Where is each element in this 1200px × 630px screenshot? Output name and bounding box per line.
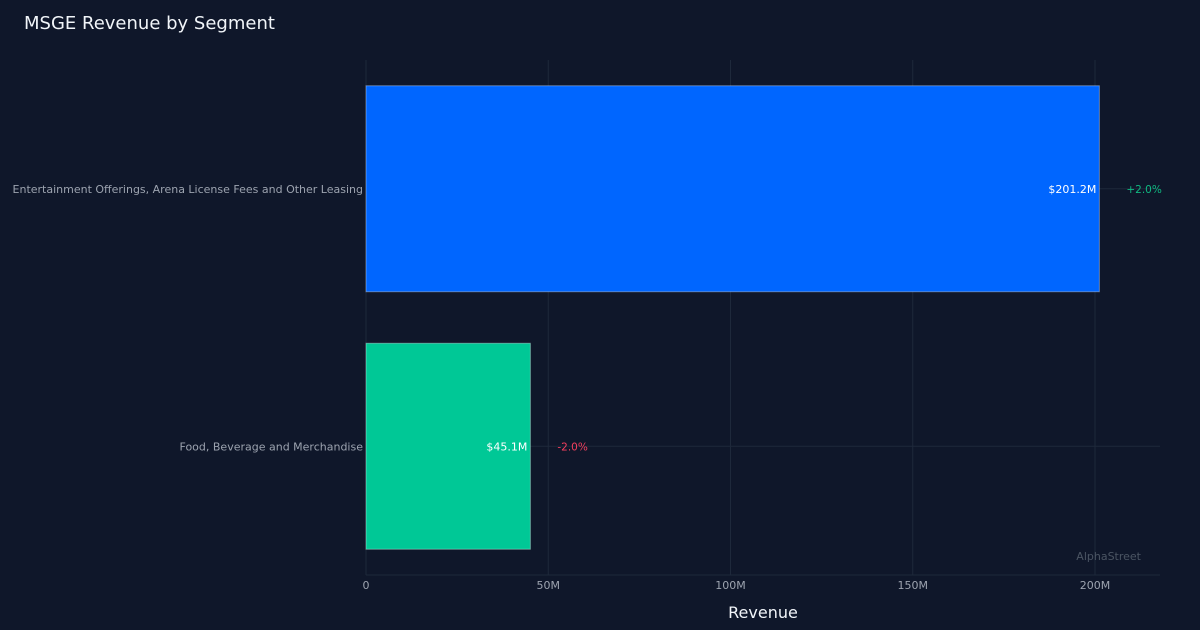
x-axis-label: Revenue <box>728 603 798 622</box>
x-tick-label: 150M <box>898 579 929 592</box>
y-tick-label: Food, Beverage and Merchandise <box>180 440 364 453</box>
change-label: -2.0% <box>557 441 587 453</box>
value-label: $45.1M <box>486 440 527 453</box>
x-tick-label: 50M <box>537 579 561 592</box>
bars <box>365 85 1100 550</box>
x-tick-label: 100M <box>715 579 746 592</box>
bar <box>365 342 531 550</box>
labels: 0 50M 100M 150M 200M Entertainment Offerings,… <box>13 183 1162 592</box>
x-tick-label: 0 <box>363 579 370 592</box>
y-tick-label: Entertainment Offerings, Arena License F… <box>13 183 363 196</box>
x-tick-label: 200M <box>1080 579 1111 592</box>
bar <box>365 85 1100 293</box>
change-label: +2.0% <box>1126 184 1161 196</box>
watermark: AlphaStreet <box>1076 550 1141 563</box>
value-label: $201.2M <box>1048 183 1096 196</box>
chart-title: MSGE Revenue by Segment <box>24 13 275 34</box>
